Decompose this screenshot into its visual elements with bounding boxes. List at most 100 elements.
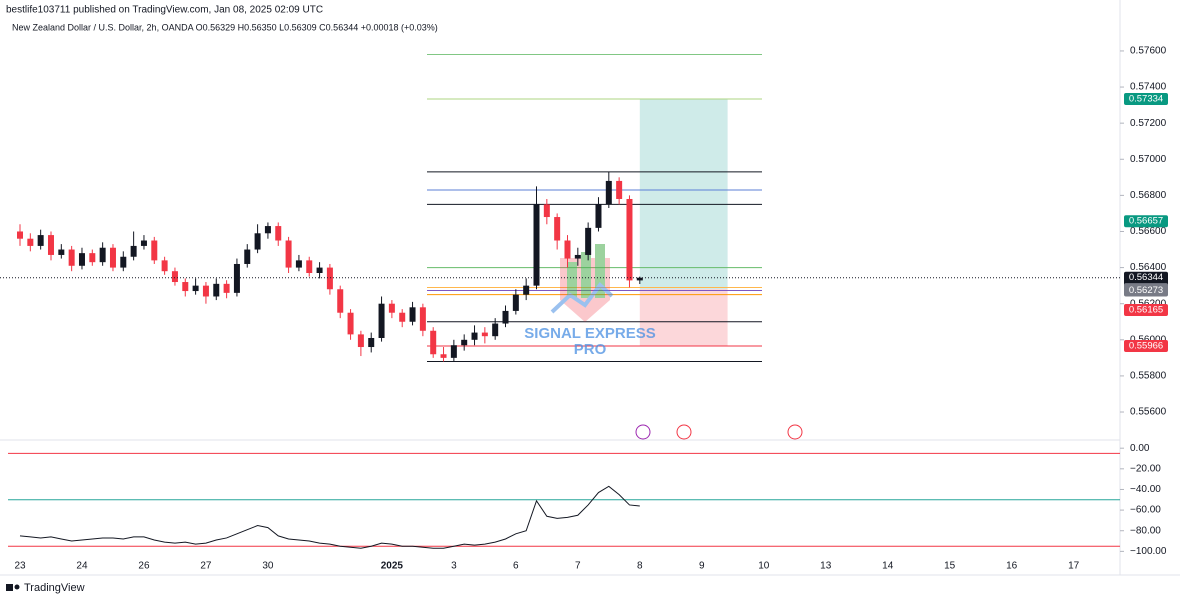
candle-body (223, 283, 230, 293)
candle-body (99, 247, 106, 263)
candle-body (419, 307, 426, 331)
candle-body (533, 204, 540, 286)
brand-logo (6, 584, 20, 591)
watermark-title: SIGNAL EXPRESS (524, 325, 655, 342)
price-tag (1124, 284, 1168, 297)
candle-body (275, 226, 282, 241)
position-profit (639, 98, 728, 290)
event-icons (635, 424, 803, 440)
y-tick-label: −20.00 (1130, 463, 1161, 474)
candle-body (213, 283, 220, 297)
candle-body (471, 332, 478, 340)
price-tag (1124, 215, 1168, 228)
x-tick-label: 13 (820, 561, 832, 572)
candle-body (68, 249, 75, 266)
candle-body (254, 233, 261, 250)
y-tick-label: −60.00 (1130, 505, 1161, 516)
indicator-line (19, 485, 640, 549)
x-tick-label: 16 (1006, 561, 1018, 572)
x-tick-label: 30 (262, 561, 274, 572)
candle-body (461, 339, 468, 346)
position-loss (639, 289, 728, 346)
y-tick-label: 0.56400 (1130, 262, 1167, 273)
price-tag (1124, 92, 1168, 105)
x-tick-label: 27 (200, 561, 212, 572)
published: bestlife103711 published on TradingView.… (6, 5, 323, 16)
candle-body (140, 240, 147, 246)
candle-body (378, 303, 385, 338)
y-tick-label: 0.56600 (1130, 226, 1167, 237)
y-tick-label: 0.57000 (1130, 154, 1167, 165)
price-tag-label: 0.56657 (1129, 216, 1163, 227)
price-tag-label: 0.56273 (1129, 285, 1163, 296)
y-tick-label: 0.56800 (1130, 190, 1167, 201)
candle-body (37, 235, 44, 246)
watermark-logo (550, 244, 614, 322)
candle-body (202, 285, 209, 297)
candle-body (585, 227, 592, 255)
candle-body (171, 271, 178, 283)
x-tick-label: 23 (14, 561, 26, 572)
y-tick-label: −80.00 (1130, 525, 1161, 536)
x-tick-label: 10 (758, 561, 770, 572)
candle-body (161, 260, 168, 272)
x-tick-label: 9 (699, 561, 705, 572)
y-tick-label: 0.00 (1130, 443, 1150, 454)
candle-body (58, 249, 65, 255)
candle-body (295, 260, 302, 268)
x-tick-label: 14 (882, 561, 894, 572)
candle-body (244, 249, 251, 264)
x-tick-label: 24 (76, 561, 88, 572)
candle-body (151, 240, 158, 261)
x-tick-label: 3 (451, 561, 457, 572)
candle-body (626, 198, 633, 281)
candle-body (233, 263, 240, 293)
candle-body (130, 245, 137, 257)
candle-body (595, 204, 602, 228)
candle-body (543, 204, 550, 218)
candle-body (78, 253, 85, 266)
candle-body (120, 256, 127, 268)
candle-body (17, 231, 23, 239)
candle-body (357, 334, 364, 348)
price-tag-label: 0.55966 (1129, 340, 1163, 351)
y-tick-label: 0.55600 (1130, 407, 1167, 418)
candle-body (605, 180, 612, 205)
x-tick-label: 8 (637, 561, 643, 572)
candle-body (47, 235, 54, 255)
y-tick-label: 0.55800 (1130, 371, 1167, 382)
candle-body (192, 285, 199, 292)
candle-body (512, 294, 519, 311)
y-tick-label: 0.57600 (1130, 46, 1167, 57)
candle-body (481, 332, 488, 337)
symbol-title: New Zealand Dollar / U.S. Dollar, 2h, OA… (12, 22, 438, 32)
price-tag (1124, 339, 1168, 352)
candle-body (399, 312, 406, 322)
x-tick-label: 6 (513, 561, 519, 572)
candle-body (306, 260, 313, 274)
candle-body (409, 307, 416, 322)
x-tick-label: 7 (575, 561, 581, 572)
candle-body (523, 285, 530, 295)
candle-body (368, 337, 375, 348)
candle-body (616, 180, 623, 199)
candle-body (450, 345, 457, 358)
x-tick-label: 2025 (381, 561, 404, 572)
price-tag-label: 0.56344 (1129, 272, 1163, 283)
candle-body (109, 247, 116, 268)
candle-body (554, 217, 561, 241)
candle-body (430, 330, 437, 355)
candle-body (440, 354, 447, 358)
brand: TradingView (24, 582, 85, 594)
x-tick-label: 17 (1068, 561, 1080, 572)
y-tick-label: 0.56200 (1130, 298, 1167, 309)
candle-body (182, 282, 189, 292)
price-tag-label: 0.57334 (1129, 93, 1163, 104)
candle-body (89, 253, 96, 263)
candle-body (347, 312, 354, 335)
candle-body (316, 267, 323, 274)
watermark-sub: PRO (574, 341, 607, 358)
y-tick-label: 0.57400 (1130, 82, 1167, 93)
